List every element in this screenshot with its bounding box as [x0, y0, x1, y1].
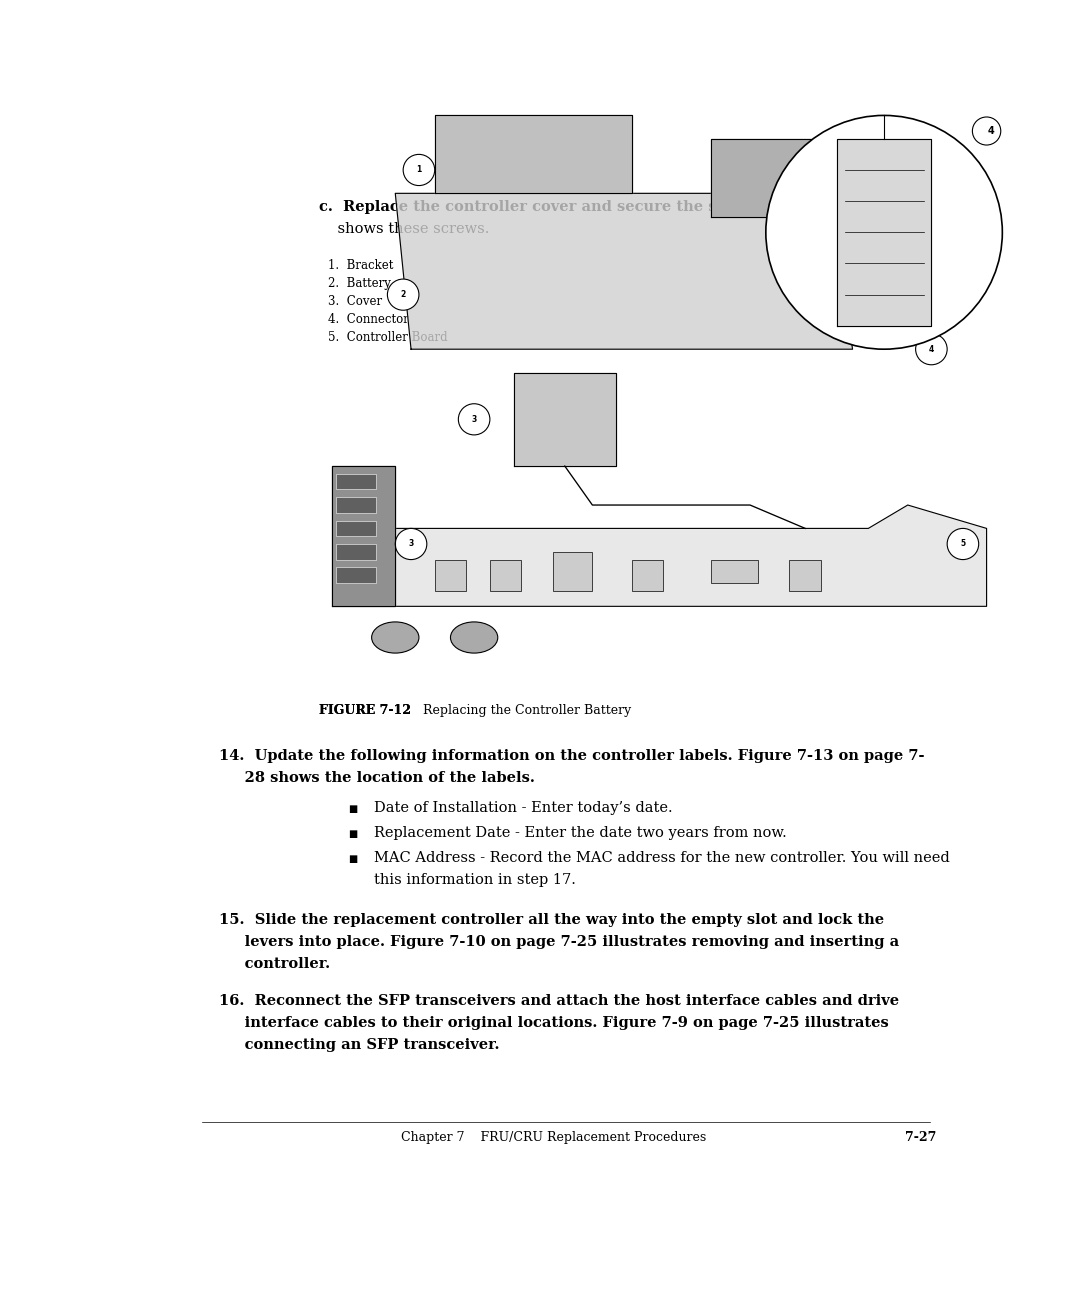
Text: 16.  Reconnect the SFP transceivers and attach the host interface cables and dri: 16. Reconnect the SFP transceivers and a…	[218, 994, 899, 1008]
Bar	[336, 474, 376, 490]
Bar	[336, 544, 376, 560]
Polygon shape	[333, 467, 395, 607]
Circle shape	[403, 154, 435, 185]
Text: 3.  Cover: 3. Cover	[327, 295, 381, 308]
Text: FIGURE 7-12: FIGURE 7-12	[320, 705, 411, 718]
Text: Replacement Date - Enter the date two years from now.: Replacement Date - Enter the date two ye…	[374, 826, 786, 840]
Text: ■: ■	[349, 854, 357, 864]
Circle shape	[947, 529, 978, 560]
Bar	[632, 560, 663, 591]
Circle shape	[916, 333, 947, 364]
Bar	[336, 521, 376, 537]
Circle shape	[395, 529, 427, 560]
Polygon shape	[395, 193, 852, 349]
Circle shape	[388, 279, 419, 310]
Ellipse shape	[450, 622, 498, 653]
Circle shape	[458, 404, 490, 435]
Text: 4: 4	[987, 126, 994, 136]
Text: ■: ■	[349, 829, 357, 839]
Text: 28 shows the location of the labels.: 28 shows the location of the labels.	[218, 771, 535, 785]
Text: 5.  Controller Board: 5. Controller Board	[327, 332, 447, 345]
Text: Chapter 7    FRU/CRU Replacement Procedures: Chapter 7 FRU/CRU Replacement Procedures	[401, 1131, 706, 1144]
Polygon shape	[514, 372, 616, 467]
Bar	[336, 568, 376, 583]
Text: 2: 2	[401, 290, 406, 299]
Polygon shape	[837, 139, 931, 325]
Text: ■: ■	[349, 804, 357, 814]
Text: controller.: controller.	[218, 956, 329, 971]
Text: this information in step 17.: this information in step 17.	[374, 874, 576, 886]
Bar	[490, 560, 522, 591]
Polygon shape	[435, 115, 632, 193]
Text: 14.  Update the following information on the controller labels. Figure 7-13 on p: 14. Update the following information on …	[218, 749, 924, 763]
Text: MAC Address - Record the MAC address for the new controller. You will need: MAC Address - Record the MAC address for…	[374, 851, 949, 864]
Bar	[789, 560, 821, 591]
Text: 4: 4	[929, 345, 934, 354]
Text: 7-27: 7-27	[905, 1131, 936, 1144]
Circle shape	[766, 115, 1002, 349]
Circle shape	[972, 117, 1001, 145]
Text: 3: 3	[408, 539, 414, 548]
Text: 5: 5	[960, 539, 966, 548]
Text: interface cables to their original locations. Figure 7-9 on page 7-25 illustrate: interface cables to their original locat…	[218, 1016, 889, 1030]
Text: 4.  Connector: 4. Connector	[327, 314, 408, 327]
Text: c.  Replace the controller cover and secure the screws. Figure 7-11 on page 7-26: c. Replace the controller cover and secu…	[320, 201, 981, 214]
Text: 1: 1	[416, 166, 421, 175]
Text: connecting an SFP transceiver.: connecting an SFP transceiver.	[218, 1038, 499, 1051]
Bar	[336, 498, 376, 513]
Polygon shape	[711, 139, 829, 216]
Text: 2.  Battery: 2. Battery	[327, 277, 390, 290]
Bar	[435, 560, 467, 591]
Text: levers into place. Figure 7-10 on page 7-25 illustrates removing and inserting a: levers into place. Figure 7-10 on page 7…	[218, 934, 899, 949]
Text: 3: 3	[472, 415, 476, 424]
Ellipse shape	[372, 622, 419, 653]
Bar	[553, 552, 592, 591]
Text: Date of Installation - Enter today’s date.: Date of Installation - Enter today’s dat…	[374, 801, 672, 815]
Text: Replacing the Controller Battery: Replacing the Controller Battery	[416, 705, 632, 718]
Text: 15.  Slide the replacement controller all the way into the empty slot and lock t: 15. Slide the replacement controller all…	[218, 912, 883, 927]
Text: FIGURE 7-12: FIGURE 7-12	[320, 705, 411, 718]
Text: shows these screws.: shows these screws.	[320, 223, 489, 236]
Polygon shape	[356, 505, 987, 607]
Bar	[711, 560, 758, 583]
Text: 1.  Bracket: 1. Bracket	[327, 259, 393, 272]
